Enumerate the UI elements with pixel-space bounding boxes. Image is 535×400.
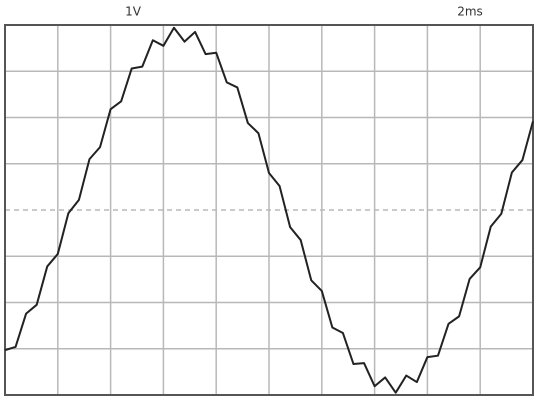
- volts-per-div-label: 1V: [125, 5, 142, 19]
- time-per-div-label: 2ms: [457, 5, 483, 19]
- waveform: [4, 26, 534, 394]
- screen-frame: [4, 24, 534, 396]
